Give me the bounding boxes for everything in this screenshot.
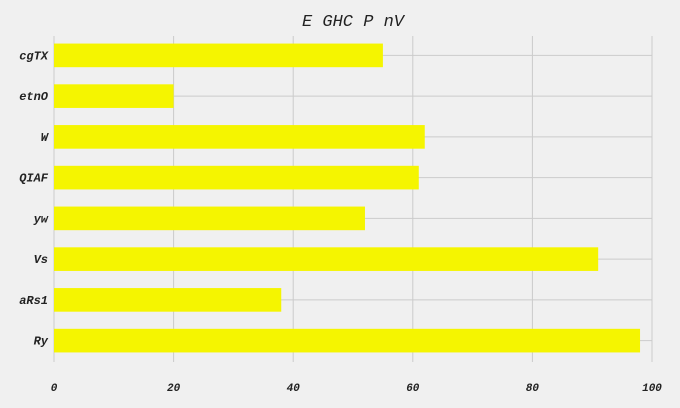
category-label: aRs1 <box>19 294 48 308</box>
bar-etnO <box>54 84 174 108</box>
category-label: W <box>41 131 50 145</box>
bar-W <box>54 125 425 149</box>
category-axis: cgTX etnO W QIAF yw Vs aRs1 Ry <box>19 49 50 348</box>
category-label: QIAF <box>19 172 49 186</box>
category-label: cgTX <box>19 49 49 63</box>
x-tick-label: 20 <box>167 383 181 395</box>
bar-layer <box>54 43 641 353</box>
x-tick-label: 100 <box>642 383 662 395</box>
category-label: Vs <box>34 253 48 267</box>
category-label: etnO <box>19 90 49 104</box>
x-tick-label: 60 <box>406 383 420 395</box>
value-axis: 0 20 40 60 80 100 <box>51 383 663 395</box>
x-tick-label: 40 <box>287 383 301 395</box>
x-tick-label: 0 <box>51 383 58 395</box>
bar-yw <box>54 206 365 231</box>
bar-Ry <box>54 328 641 353</box>
category-label: yw <box>33 212 49 226</box>
bar-cgTX <box>54 43 383 68</box>
category-label: Ry <box>34 335 49 349</box>
bar-Vs <box>54 247 599 271</box>
chart-title: E GHC P nV <box>302 13 406 32</box>
bar-aRs1 <box>54 288 282 312</box>
x-tick-label: 80 <box>526 383 540 395</box>
bar-QIAF <box>54 165 419 190</box>
